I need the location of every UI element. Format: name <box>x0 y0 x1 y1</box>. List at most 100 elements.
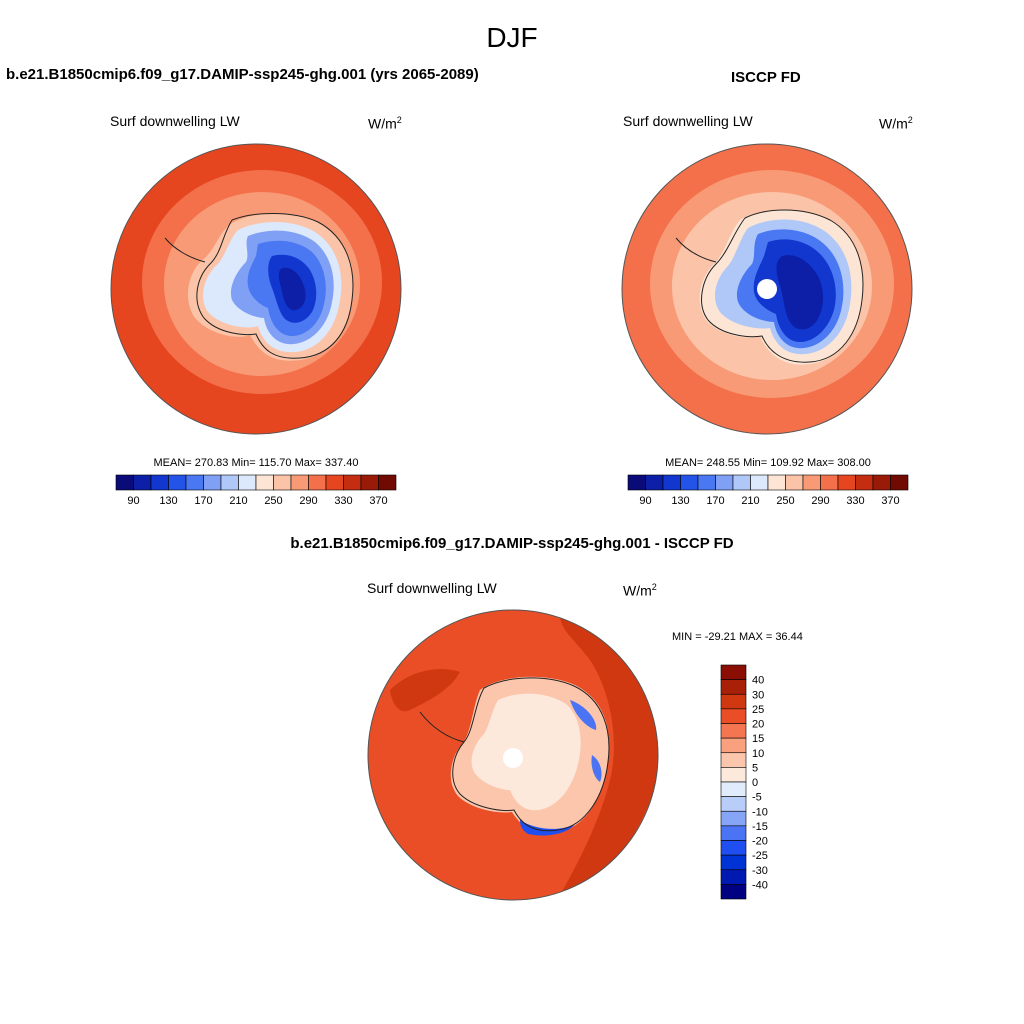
diff-colorbar-box <box>720 796 747 812</box>
left-colorbar-box <box>308 474 327 491</box>
diff-colorbar-tick: 10 <box>752 748 764 760</box>
diff-map-ocean-dark-east <box>560 615 658 895</box>
left-map-ice-5 <box>278 267 306 311</box>
left-map-coastline <box>196 213 354 359</box>
right-colorbar: 90 130 170 210 250 290 330 370 <box>627 474 909 507</box>
right-colorbar-box <box>645 474 664 491</box>
right-colorbar-box <box>820 474 839 491</box>
diff-colorbar-tick: 40 <box>752 675 764 687</box>
diff-colorbar-box <box>720 840 747 856</box>
left-colorbar-box <box>238 474 257 491</box>
left-colorbar-box <box>115 474 134 491</box>
diff-colorbar-box <box>720 664 747 680</box>
diff-colorbar-box <box>720 723 747 739</box>
right-colorbar-box <box>802 474 821 491</box>
right-colorbar-tick: 210 <box>741 495 759 507</box>
right-variable-label: Surf downwelling LW <box>623 113 753 129</box>
left-colorbar-box <box>360 474 379 491</box>
left-colorbar-box <box>273 474 292 491</box>
right-colorbar-box <box>872 474 891 491</box>
left-variable-label: Surf downwelling LW <box>110 113 240 129</box>
diff-colorbar-box <box>720 752 747 768</box>
left-colorbar-box <box>150 474 169 491</box>
left-panel-title: b.e21.B1850cmip6.f09_g17.DAMIP-ssp245-gh… <box>6 66 479 83</box>
right-colorbar-box <box>715 474 734 491</box>
diff-colorbar-tick: -20 <box>752 836 768 848</box>
diff-colorbar-tick: 20 <box>752 719 764 731</box>
diff-colorbar-tick: -30 <box>752 865 768 877</box>
diff-units-label: W/m2 <box>623 582 657 599</box>
right-colorbar-box <box>627 474 646 491</box>
left-colorbar-tick: 250 <box>264 495 282 507</box>
diff-panel-title: b.e21.B1850cmip6.f09_g17.DAMIP-ssp245-gh… <box>290 535 734 552</box>
figure-title: DJF <box>486 22 538 53</box>
left-colorbar-box <box>133 474 152 491</box>
left-colorbar-box <box>325 474 344 491</box>
left-colorbar-box <box>255 474 274 491</box>
diff-colorbar-box <box>720 737 747 754</box>
diff-colorbar-box <box>720 679 747 695</box>
right-colorbar-box <box>890 474 909 491</box>
diff-colorbar-box <box>720 825 747 841</box>
left-colorbar-box <box>290 474 309 491</box>
left-colorbar-tick: 290 <box>299 495 317 507</box>
diff-colorbar-box <box>720 810 747 827</box>
diff-colorbar-tick: 5 <box>752 762 758 774</box>
right-colorbar-box <box>697 474 716 491</box>
diff-colorbar-tick: 25 <box>752 704 764 716</box>
right-colorbar-tick: 330 <box>846 495 864 507</box>
right-colorbar-tick: 170 <box>706 495 724 507</box>
diff-map-pole-hole <box>503 748 523 768</box>
right-colorbar-box <box>837 474 856 491</box>
right-colorbar-box <box>680 474 699 491</box>
right-colorbar-box <box>750 474 769 491</box>
diff-colorbar-box <box>720 854 747 871</box>
diff-colorbar-box <box>720 693 747 710</box>
left-map <box>110 143 402 435</box>
diff-map-peninsula <box>419 711 465 743</box>
diff-colorbar-tick: -5 <box>752 792 762 804</box>
right-colorbar-box <box>785 474 804 491</box>
left-map-border <box>110 143 402 435</box>
diff-colorbar-box <box>720 869 747 885</box>
right-colorbar-tick: 90 <box>639 495 651 507</box>
left-colorbar-tick: 90 <box>127 495 139 507</box>
left-map-peninsula <box>164 237 206 263</box>
right-colorbar-tick: 370 <box>881 495 899 507</box>
diff-map-land-neutral <box>471 693 581 811</box>
diff-colorbar-box <box>720 781 747 797</box>
diff-colorbar-tick: 0 <box>752 777 758 789</box>
diff-colorbar-box <box>720 884 747 900</box>
left-stats: MEAN= 270.83 Min= 115.70 Max= 337.40 <box>153 457 359 469</box>
diff-colorbar-tick: 15 <box>752 733 764 745</box>
left-colorbar-tick: 130 <box>159 495 177 507</box>
left-colorbar-box <box>220 474 239 491</box>
diff-map-cold-patch-2 <box>591 755 602 782</box>
left-colorbar-box <box>168 474 187 491</box>
diff-colorbar-box <box>720 708 747 724</box>
right-map-border <box>621 143 913 435</box>
diff-map <box>367 609 659 901</box>
diff-stats: MIN = -29.21 MAX = 36.44 <box>672 631 803 643</box>
right-map-coastline <box>701 209 864 363</box>
right-colorbar-box <box>767 474 786 491</box>
right-colorbar-tick: 250 <box>776 495 794 507</box>
right-units-label: W/m2 <box>879 115 913 132</box>
right-colorbar-box <box>732 474 751 491</box>
diff-colorbar: 40 30 25 20 15 10 5 0 -5 -10 -15 -20 -25 -30 -40 <box>720 664 768 900</box>
diff-colorbar-tick: -25 <box>752 850 768 862</box>
right-map-pole-hole <box>757 279 777 299</box>
diff-colorbar-box <box>720 767 747 783</box>
right-colorbar-box <box>855 474 874 491</box>
left-colorbar-tick: 170 <box>194 495 212 507</box>
right-map <box>621 143 913 435</box>
right-stats: MEAN= 248.55 Min= 109.92 Max= 308.00 <box>665 457 871 469</box>
left-colorbar-box <box>203 474 222 491</box>
left-colorbar-box <box>185 474 204 491</box>
left-units-label: W/m2 <box>368 115 402 132</box>
left-colorbar-tick: 330 <box>334 495 352 507</box>
diff-map-ocean-dark-west <box>390 669 460 712</box>
diff-map-coastline <box>452 677 610 832</box>
left-colorbar-box <box>343 474 362 491</box>
